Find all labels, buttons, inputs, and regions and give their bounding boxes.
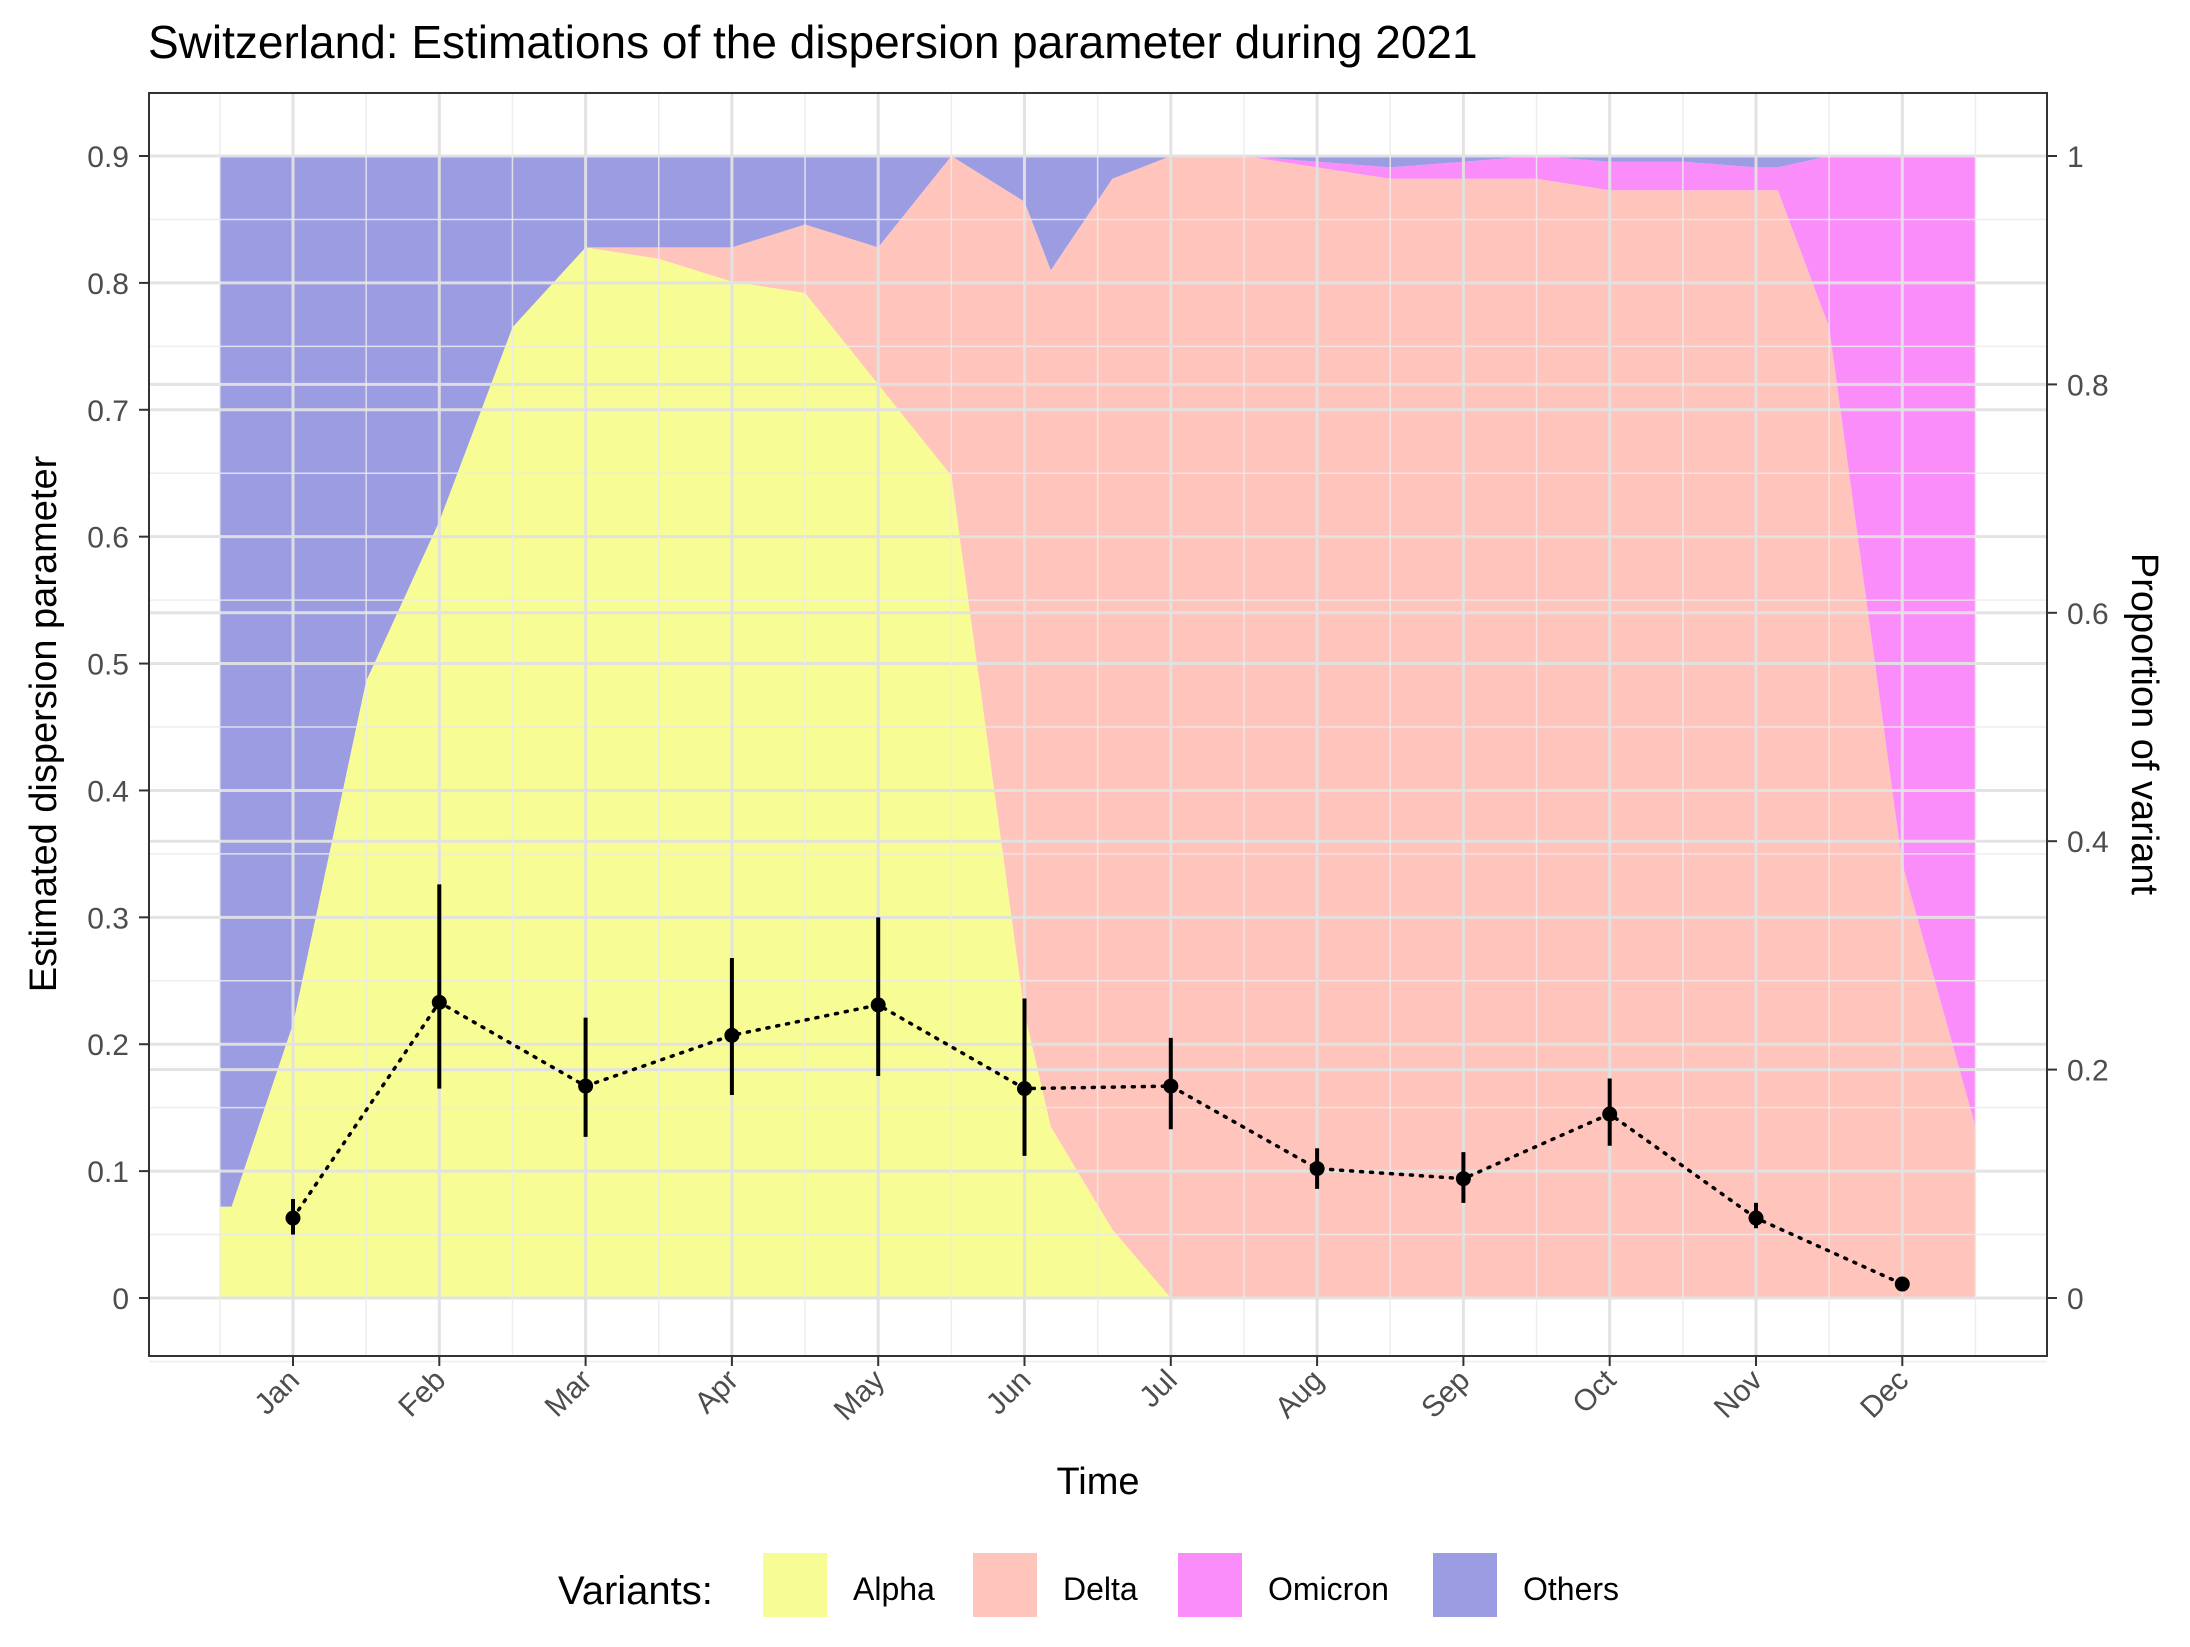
- y-axis-title: Estimated dispersion parameter: [23, 455, 65, 992]
- estimate-point-oct: [1602, 1106, 1618, 1122]
- y2-tick-label: 0: [2067, 1283, 2084, 1316]
- legend-key-others: [1433, 1553, 1497, 1617]
- legend-label-alpha: Alpha: [853, 1571, 935, 1607]
- x-tick-label: Oct: [1566, 1363, 1623, 1420]
- x-tick-label: Jun: [980, 1364, 1038, 1422]
- x-axis-title: Time: [1056, 1461, 1139, 1503]
- y-tick-label: 0.9: [87, 141, 129, 174]
- dispersion-estimates: [285, 884, 1910, 1292]
- x-tick-label: Mar: [539, 1364, 599, 1424]
- y2-tick-label: 0.2: [2067, 1055, 2109, 1088]
- estimate-point-mar: [578, 1078, 594, 1094]
- chart-title: Switzerland: Estimations of the dispersi…: [148, 16, 1478, 68]
- x-tick-label: Sep: [1415, 1364, 1476, 1425]
- x-axis: Jan Feb Mar Apr May Jun Jul Aug Sep Oct Nov Dec: [248, 1356, 1915, 1427]
- estimate-point-jul: [1163, 1078, 1179, 1094]
- legend-label-delta: Delta: [1063, 1571, 1138, 1607]
- x-tick-label: Aug: [1269, 1364, 1330, 1425]
- legend-label-others: Others: [1523, 1571, 1619, 1607]
- estimate-point-jan: [285, 1210, 301, 1226]
- estimate-point-apr: [724, 1027, 740, 1043]
- estimate-trend-line: [291, 999, 1905, 1286]
- variant-area-others: [219, 156, 1976, 1207]
- y-tick-label: 0.6: [87, 522, 129, 555]
- legend-label-omicron: Omicron: [1268, 1571, 1389, 1607]
- estimate-point-feb: [431, 994, 447, 1010]
- y2-tick-label: 1: [2067, 141, 2084, 174]
- legend-key-alpha: [763, 1553, 827, 1617]
- y-tick-label: 0.5: [87, 649, 129, 682]
- grid: [149, 91, 2047, 1363]
- estimate-point-sep: [1455, 1171, 1471, 1187]
- x-tick-label: May: [828, 1364, 891, 1427]
- x-tick-label: Apr: [689, 1364, 745, 1420]
- y-tick-label: 0.7: [87, 395, 129, 428]
- y2-axis-title: Proportion of variant: [2123, 553, 2165, 896]
- estimate-point-jun: [1017, 1081, 1032, 1097]
- x-tick-label: Jan: [248, 1364, 306, 1422]
- legend-key-omicron: [1178, 1553, 1242, 1617]
- panel-border: [148, 92, 2048, 1357]
- y-tick-label: 0: [112, 1283, 129, 1316]
- estimate-point-nov: [1748, 1210, 1764, 1226]
- y-axis: 0 0.1 0.2 0.3 0.4 0.5 0.6 0.7 0.8 0.9: [87, 141, 149, 1316]
- legend-key-delta: [973, 1553, 1037, 1617]
- legend-title: Variants:: [558, 1569, 713, 1613]
- y-tick-label: 0.8: [87, 268, 129, 301]
- y-tick-label: 0.4: [87, 775, 129, 808]
- x-tick-label: Dec: [1854, 1364, 1915, 1425]
- y2-tick-label: 0.4: [2067, 826, 2109, 859]
- legend: Variants: Alpha Delta Omicron Others: [558, 1553, 1619, 1617]
- x-tick-label: Feb: [392, 1364, 452, 1424]
- estimate-point-dec: [1894, 1276, 1910, 1292]
- y-tick-label: 0.2: [87, 1029, 129, 1062]
- y-tick-label: 0.1: [87, 1156, 129, 1189]
- estimate-point-aug: [1309, 1161, 1325, 1177]
- y-tick-label: 0.3: [87, 902, 129, 935]
- y2-axis: 0 0.2 0.4 0.6 0.8 1: [2047, 141, 2109, 1316]
- y2-tick-label: 0.6: [2067, 598, 2109, 631]
- x-tick-label: Jul: [1133, 1364, 1183, 1414]
- x-tick-label: Nov: [1708, 1364, 1769, 1425]
- y2-tick-label: 0.8: [2067, 369, 2109, 402]
- estimate-point-may: [870, 997, 886, 1013]
